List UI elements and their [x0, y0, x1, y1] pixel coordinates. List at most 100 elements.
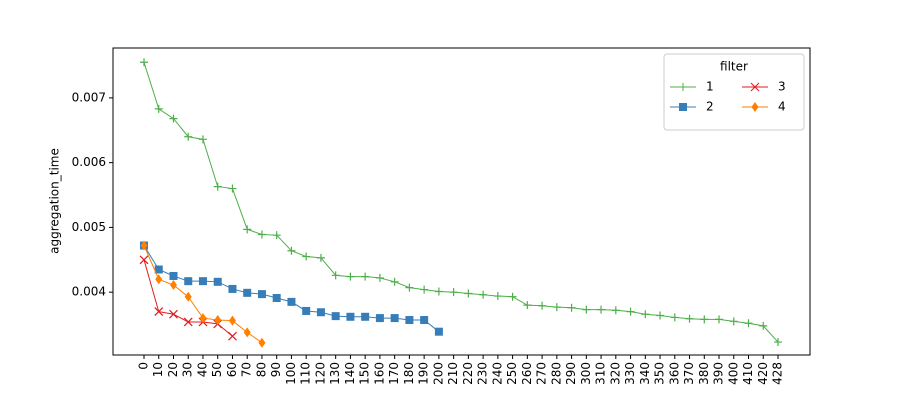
- marker: [154, 265, 163, 274]
- marker: [198, 277, 207, 286]
- x-tick-label: 280: [549, 362, 563, 385]
- y-tick-label: 0.004: [72, 285, 106, 299]
- y-tick-label: 0.006: [72, 155, 106, 169]
- marker: [552, 303, 561, 312]
- x-tick-label: 240: [490, 362, 504, 385]
- x-tick-label: 140: [343, 362, 357, 385]
- marker: [390, 277, 399, 286]
- marker: [272, 294, 281, 303]
- marker: [243, 327, 251, 338]
- y-tick-label: 0.007: [72, 90, 106, 104]
- marker: [184, 291, 192, 302]
- legend-title: filter: [720, 60, 748, 74]
- marker: [228, 331, 237, 341]
- legend-label: 4: [778, 100, 786, 114]
- marker: [361, 312, 370, 321]
- marker: [228, 184, 237, 193]
- x-tick-label: 210: [446, 362, 460, 385]
- marker: [685, 314, 694, 323]
- marker: [523, 301, 532, 310]
- marker: [228, 284, 237, 293]
- marker: [464, 289, 473, 298]
- x-tick-label: 100: [284, 362, 298, 385]
- x-tick-label: 400: [726, 362, 740, 385]
- marker: [774, 338, 782, 347]
- marker: [302, 306, 311, 315]
- marker: [597, 305, 606, 314]
- x-tick-label: 70: [240, 362, 254, 377]
- marker: [302, 252, 311, 261]
- x-tick-label: 380: [697, 362, 711, 385]
- marker: [375, 314, 384, 323]
- marker: [258, 337, 266, 348]
- marker: [759, 321, 768, 330]
- marker: [567, 303, 576, 312]
- x-tick-label: 20: [166, 362, 180, 377]
- marker: [198, 135, 207, 144]
- marker: [434, 287, 443, 296]
- x-tick-label: 110: [299, 362, 313, 385]
- marker: [213, 277, 222, 286]
- marker: [375, 273, 384, 282]
- x-tick-label: 10: [151, 362, 165, 377]
- marker: [155, 274, 163, 285]
- marker: [139, 255, 149, 265]
- marker: [214, 315, 222, 326]
- y-axis-label: aggregation_time: [48, 148, 62, 254]
- marker: [243, 288, 252, 297]
- x-tick-label: 60: [225, 362, 239, 377]
- marker: [700, 315, 709, 324]
- x-tick-label: 90: [269, 362, 283, 377]
- marker: [420, 316, 429, 325]
- marker: [154, 104, 163, 113]
- marker: [346, 272, 355, 281]
- marker: [479, 290, 488, 299]
- x-tick-label: 370: [682, 362, 696, 385]
- marker: [331, 312, 340, 321]
- legend-marker: [750, 82, 760, 92]
- marker: [538, 301, 547, 310]
- marker: [287, 246, 296, 255]
- legend-label: 2: [706, 100, 714, 114]
- marker: [184, 277, 193, 286]
- x-tick-label: 40: [195, 362, 209, 377]
- marker: [729, 317, 738, 326]
- marker: [670, 313, 679, 322]
- x-tick-label: 360: [667, 362, 681, 385]
- legend-marker: [679, 83, 687, 91]
- marker: [405, 283, 414, 292]
- marker: [390, 314, 399, 323]
- x-tick-label: 150: [358, 362, 372, 385]
- y-tick-label: 0.005: [72, 220, 106, 234]
- x-tick-label: 420: [756, 362, 770, 385]
- x-tick-label: 340: [638, 362, 652, 385]
- x-tick-label: 180: [402, 362, 416, 385]
- marker: [449, 288, 458, 297]
- marker: [169, 309, 178, 319]
- x-tick-label: 330: [623, 362, 637, 385]
- marker: [316, 308, 325, 317]
- marker: [715, 315, 724, 324]
- marker: [316, 253, 325, 262]
- plot-frame: [112, 47, 811, 356]
- marker: [184, 132, 193, 141]
- x-tick-label: 220: [461, 362, 475, 385]
- marker: [744, 319, 753, 328]
- marker: [493, 292, 502, 301]
- x-tick-label: 350: [653, 362, 667, 385]
- marker: [405, 316, 414, 325]
- x-tick-label: 120: [313, 362, 327, 385]
- marker: [626, 307, 635, 316]
- marker: [656, 311, 665, 320]
- marker: [361, 272, 370, 281]
- marker: [582, 305, 591, 314]
- x-tick-label: 190: [417, 362, 431, 385]
- x-tick-label: 410: [741, 362, 755, 385]
- marker: [257, 230, 266, 239]
- marker: [257, 290, 266, 299]
- x-tick-label: 428: [771, 362, 785, 385]
- marker: [140, 58, 148, 67]
- marker: [641, 310, 650, 319]
- marker: [420, 285, 429, 294]
- marker: [140, 240, 148, 251]
